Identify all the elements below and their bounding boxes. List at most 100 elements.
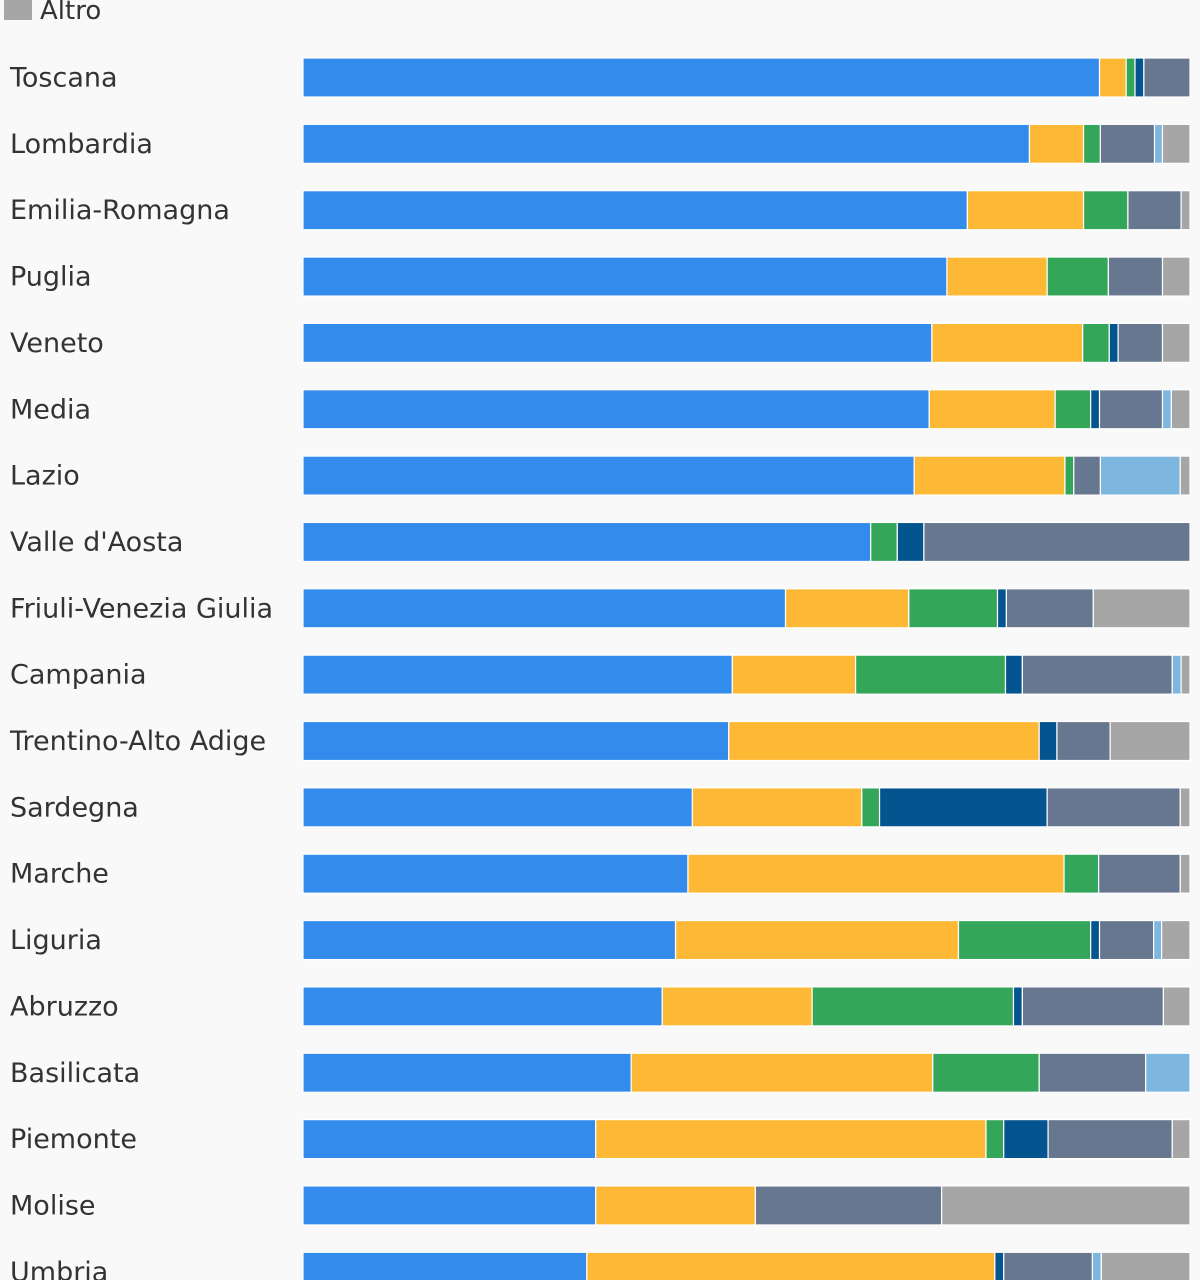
bar-segment-lazio-s2 [913, 455, 1066, 496]
bar-segment-veneto-s3 [1082, 322, 1110, 363]
category-label-marche: Marche [10, 859, 109, 890]
category-label-lazio: Lazio [10, 461, 80, 492]
bar-row-friuli-venezia-giulia [302, 588, 1191, 629]
bar-row-sardegna [302, 787, 1191, 828]
category-label-piemonte: Piemonte [10, 1124, 137, 1155]
category-label-veneto: Veneto [10, 328, 104, 359]
bar-row-puglia [302, 256, 1191, 297]
category-label-media: Media [10, 394, 91, 425]
legend: Altro [4, 0, 101, 26]
bar-segment-sardegna-s4 [878, 787, 1048, 828]
bar-segment-media-s4 [1090, 389, 1101, 430]
bar-segment-liguria-s1 [302, 919, 677, 961]
bar-segment-friuli-venezia-giulia-s2 [784, 588, 910, 629]
bar-segment-lombardia-s3 [1082, 123, 1102, 164]
bar-segment-molise-s5 [754, 1185, 943, 1226]
bar-segment-basilicata-s6 [1145, 1052, 1191, 1093]
bar-segment-molise-s2 [595, 1185, 756, 1226]
bar-segment-puglia-s2 [946, 256, 1048, 297]
bar-segment-media-s7 [1170, 389, 1191, 430]
bar-segment-campania-s3 [854, 654, 1007, 695]
bar-row-campania [302, 654, 1191, 695]
bar-segment-marche-s5 [1098, 853, 1181, 894]
category-label-umbria: Umbria [10, 1257, 108, 1280]
bar-segment-toscana-s1 [302, 57, 1101, 98]
bar-segment-veneto-s7 [1161, 322, 1191, 363]
bar-segment-abruzzo-s5 [1021, 986, 1164, 1027]
bar-segment-trentino-alto-adige-s4 [1038, 720, 1058, 762]
bar-segment-abruzzo-s2 [661, 986, 813, 1027]
bar-segment-basilicata-s2 [630, 1052, 934, 1093]
bar-segment-campania-s5 [1021, 654, 1173, 695]
category-label-campania: Campania [10, 660, 147, 691]
bar-segment-emilia-romagna-s5 [1127, 190, 1182, 231]
category-label-puglia: Puglia [10, 262, 92, 293]
bar-row-abruzzo [302, 986, 1191, 1027]
bar-segment-veneto-s1 [302, 322, 933, 363]
bar-segment-media-s6 [1161, 389, 1172, 430]
bar-segment-valle-d-aosta-s4 [896, 521, 925, 563]
bar-segment-umbria-s1 [302, 1251, 588, 1280]
bar-segment-liguria-s5 [1098, 919, 1155, 961]
bars [302, 57, 1191, 1280]
bar-row-basilicata [302, 1052, 1191, 1093]
bar-row-toscana [302, 57, 1191, 98]
bar-segment-lazio-s6 [1099, 455, 1181, 496]
bar-segment-basilicata-s1 [302, 1052, 632, 1093]
bar-segment-friuli-venezia-giulia-s4 [996, 588, 1007, 629]
bar-segment-veneto-s2 [931, 322, 1084, 363]
bar-segment-umbria-s2 [586, 1251, 996, 1280]
category-label-emilia-romagna: Emilia-Romagna [10, 195, 230, 226]
legend-label-altro: Altro [40, 0, 101, 26]
bar-segment-sardegna-s3 [861, 787, 881, 828]
category-label-abruzzo: Abruzzo [10, 991, 119, 1022]
bar-segment-valle-d-aosta-s5 [923, 521, 1191, 563]
bar-row-media [302, 389, 1191, 430]
bar-segment-molise-s1 [302, 1185, 597, 1226]
bar-segment-lombardia-s6 [1153, 123, 1164, 164]
bar-segment-trentino-alto-adige-s5 [1056, 720, 1111, 762]
bar-segment-abruzzo-s4 [1012, 986, 1023, 1027]
bar-segment-lazio-s1 [302, 455, 915, 496]
bar-segment-toscana-s2 [1098, 57, 1127, 98]
bar-segment-sardegna-s5 [1046, 787, 1181, 828]
bar-segment-campania-s7 [1180, 654, 1191, 695]
bar-segment-sardegna-s7 [1179, 787, 1191, 828]
bar-segment-friuli-venezia-giulia-s7 [1092, 588, 1191, 629]
bar-segment-media-s1 [302, 389, 930, 430]
bar-segment-piemonte-s4 [1003, 1118, 1049, 1160]
bar-row-lazio [302, 455, 1191, 496]
bar-segment-toscana-s5 [1143, 57, 1191, 98]
bar-segment-emilia-romagna-s2 [966, 190, 1085, 231]
bar-segment-marche-s2 [687, 853, 1065, 894]
bar-segment-toscana-s4 [1134, 57, 1145, 98]
bar-segment-liguria-s2 [674, 919, 960, 961]
category-labels: Toscana Lombardia Emilia-Romagna Puglia Vene… [9, 63, 273, 1280]
bar-segment-valle-d-aosta-s3 [870, 521, 898, 563]
bar-row-marche [302, 853, 1191, 894]
bar-segment-sardegna-s1 [302, 787, 693, 828]
bar-row-valle-d-aosta [302, 521, 1191, 563]
bar-segment-lombardia-s5 [1099, 123, 1156, 164]
bar-segment-trentino-alto-adige-s1 [302, 720, 730, 762]
category-label-trentino-alto-adige: Trentino-Alto Adige [9, 726, 266, 757]
bar-segment-basilicata-s3 [932, 1052, 1040, 1093]
bar-segment-abruzzo-s7 [1162, 986, 1191, 1027]
bar-segment-piemonte-s1 [302, 1118, 597, 1160]
bar-row-emilia-romagna [302, 190, 1191, 231]
bar-segment-friuli-venezia-giulia-s1 [302, 588, 787, 629]
bar-segment-umbria-s6 [1091, 1251, 1102, 1280]
bar-segment-emilia-romagna-s7 [1180, 190, 1191, 231]
category-label-friuli-venezia-giulia: Friuli-Venezia Giulia [10, 593, 273, 624]
bar-segment-piemonte-s5 [1047, 1118, 1173, 1160]
bar-segment-lazio-s7 [1179, 455, 1191, 496]
bar-row-umbria [302, 1251, 1191, 1280]
legend-swatch-altro [4, 0, 32, 20]
bar-segment-media-s5 [1098, 389, 1164, 430]
bar-segment-campania-s6 [1171, 654, 1182, 695]
bar-segment-basilicata-s5 [1038, 1052, 1147, 1093]
bar-segment-veneto-s4 [1108, 322, 1119, 363]
bar-segment-friuli-venezia-giulia-s5 [1005, 588, 1094, 629]
bar-segment-marche-s1 [302, 853, 689, 894]
